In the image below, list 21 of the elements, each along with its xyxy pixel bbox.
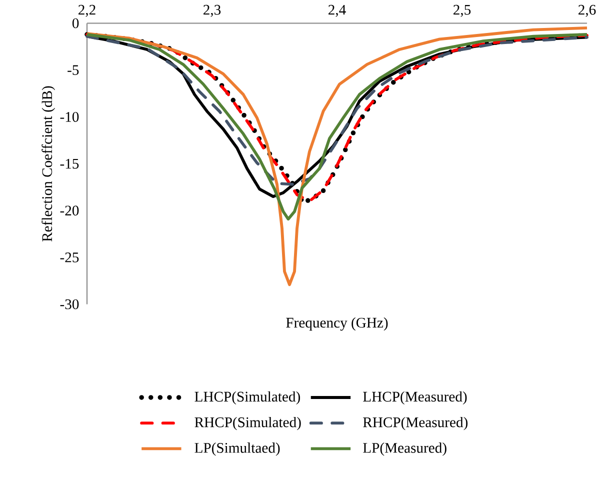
y-tick-label: -5 — [68, 65, 79, 75]
x-axis-title: Frequency (GHz) — [286, 317, 388, 331]
legend-label: LP(Measured) — [363, 442, 446, 456]
y-tick-label: -25 — [60, 252, 79, 262]
y-tick-label: -30 — [60, 299, 79, 310]
legend-label: LHCP(Simulated) — [194, 391, 300, 404]
x-tick-label: 2,3 — [204, 4, 221, 17]
x-tick-label: 2,2 — [78, 4, 96, 17]
y-tick-label: -15 — [60, 158, 79, 169]
legend-label: LHCP(Measured) — [363, 391, 467, 404]
y-tick-label: -20 — [60, 206, 79, 216]
line-series — [86, 26, 588, 286]
legend-label: RHCP(Measured) — [363, 416, 468, 430]
y-tick-label: -10 — [60, 112, 79, 122]
y-axis-title: Reflection Coeffcient (dB) — [42, 86, 56, 242]
x-tick-label: 2,6 — [578, 4, 596, 17]
legend-label: RHCP(Simulated) — [194, 416, 301, 430]
x-tick-label: 2,5 — [454, 4, 471, 17]
legend-label: LP(Simultaed) — [194, 442, 280, 456]
y-tick-label: 0 — [72, 18, 79, 28]
x-tick-label: 2,4 — [328, 4, 346, 17]
